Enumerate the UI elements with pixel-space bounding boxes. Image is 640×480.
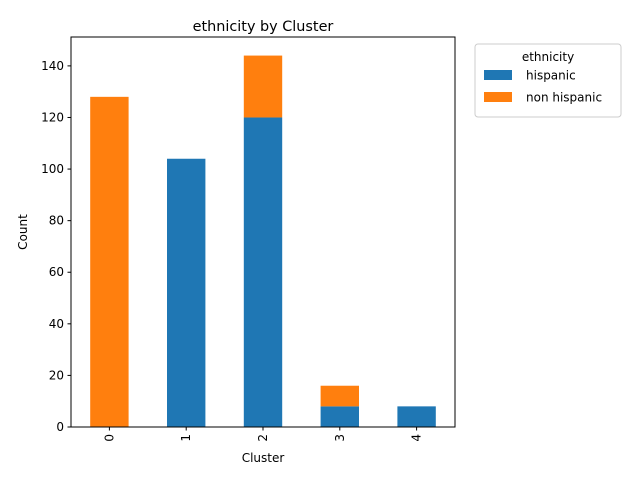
y-tick-label: 120 xyxy=(41,110,64,124)
bar-hispanic-cluster-3 xyxy=(320,406,359,427)
x-axis: 0 1 2 3 4 xyxy=(102,427,424,442)
y-tick-label: 80 xyxy=(49,214,64,228)
bar-hispanic-cluster-1 xyxy=(167,158,206,427)
y-axis: 0 20 40 60 80 100 120 140 xyxy=(41,59,71,434)
bar-non-hispanic-cluster-0 xyxy=(90,96,129,427)
y-tick-label: 40 xyxy=(49,317,64,331)
legend-swatch-hispanic xyxy=(484,70,512,80)
y-tick-label: 100 xyxy=(41,162,64,176)
bar-non-hispanic-cluster-2 xyxy=(243,55,283,118)
legend: ethnicity hispanic non hispanic xyxy=(474,43,622,118)
x-tick-label: 2 xyxy=(256,434,270,442)
x-tick-label: 1 xyxy=(179,434,193,442)
x-tick-label: 0 xyxy=(102,434,116,442)
y-tick-label: 0 xyxy=(56,420,64,434)
x-axis-label: Cluster xyxy=(242,451,285,465)
bar-non-hispanic-cluster-3 xyxy=(320,385,359,407)
x-tick-label: 3 xyxy=(333,434,347,442)
y-tick-label: 20 xyxy=(49,368,64,382)
y-axis-label: Count xyxy=(16,214,30,250)
legend-label-non-hispanic: non hispanic xyxy=(526,91,602,105)
bar-hispanic-cluster-4 xyxy=(397,406,436,427)
legend-swatch-non-hispanic xyxy=(484,92,512,102)
y-tick-label: 140 xyxy=(41,59,64,73)
chart-title: ethnicity by Cluster xyxy=(193,19,334,35)
legend-label-hispanic: hispanic xyxy=(526,69,576,83)
bar-hispanic-cluster-2 xyxy=(243,117,283,427)
legend-title: ethnicity xyxy=(522,50,574,64)
x-tick-label: 4 xyxy=(410,434,424,442)
y-tick-label: 60 xyxy=(49,265,64,279)
bars-layer xyxy=(90,55,436,427)
